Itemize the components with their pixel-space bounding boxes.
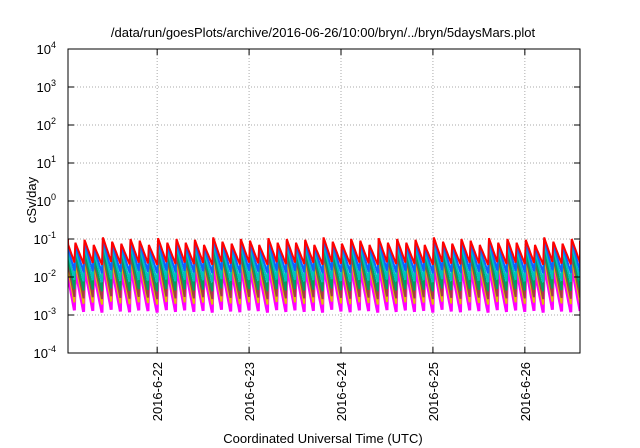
- x-tick-label: 2016-6-25: [426, 362, 441, 421]
- y-tick-label: 101: [37, 154, 56, 171]
- y-tick-exponent: 0: [51, 192, 56, 202]
- series-line-s7: [68, 263, 580, 313]
- y-tick-label: 10-4: [34, 344, 56, 361]
- y-tick-exponent: -2: [48, 268, 56, 278]
- y-tick-exponent: 4: [51, 40, 56, 50]
- chart-title: /data/run/goesPlots/archive/2016-06-26/1…: [111, 25, 536, 40]
- series-line-s4: [68, 248, 580, 292]
- y-tick-label: 104: [37, 40, 56, 57]
- y-tick-label: 103: [37, 78, 56, 95]
- series-line-s5: [68, 252, 580, 300]
- series-line-s2: [68, 238, 580, 274]
- x-tick-label: 2016-6-26: [518, 362, 533, 421]
- y-tick-exponent: -4: [48, 344, 56, 354]
- y-tick-exponent: -1: [48, 230, 56, 240]
- series-line-s3: [68, 243, 580, 283]
- y-tick-label: 10-1: [34, 230, 56, 247]
- series-group: [68, 237, 580, 313]
- y-tick-label: 10-3: [34, 306, 56, 323]
- x-axis-label: Coordinated Universal Time (UTC): [223, 431, 422, 446]
- x-axis: 2016-6-22 2016-6-23 2016-6-24 2016-6-25 2016…: [150, 49, 533, 421]
- y-tick-exponent: 3: [51, 78, 56, 88]
- x-tick-label: 2016-6-22: [150, 362, 165, 421]
- series-line-s1: [68, 237, 580, 266]
- x-tick-label: 2016-6-24: [334, 362, 349, 421]
- y-tick-label: 102: [37, 116, 56, 133]
- y-tick-exponent: 1: [51, 154, 56, 164]
- y-axis-label: cSv/day: [24, 176, 39, 223]
- y-tick-label: 100: [37, 192, 56, 209]
- y-tick-exponent: -3: [48, 306, 56, 316]
- y-tick-exponent: 2: [51, 116, 56, 126]
- x-tick-label: 2016-6-23: [242, 362, 257, 421]
- y-tick-label: 10-2: [34, 268, 56, 285]
